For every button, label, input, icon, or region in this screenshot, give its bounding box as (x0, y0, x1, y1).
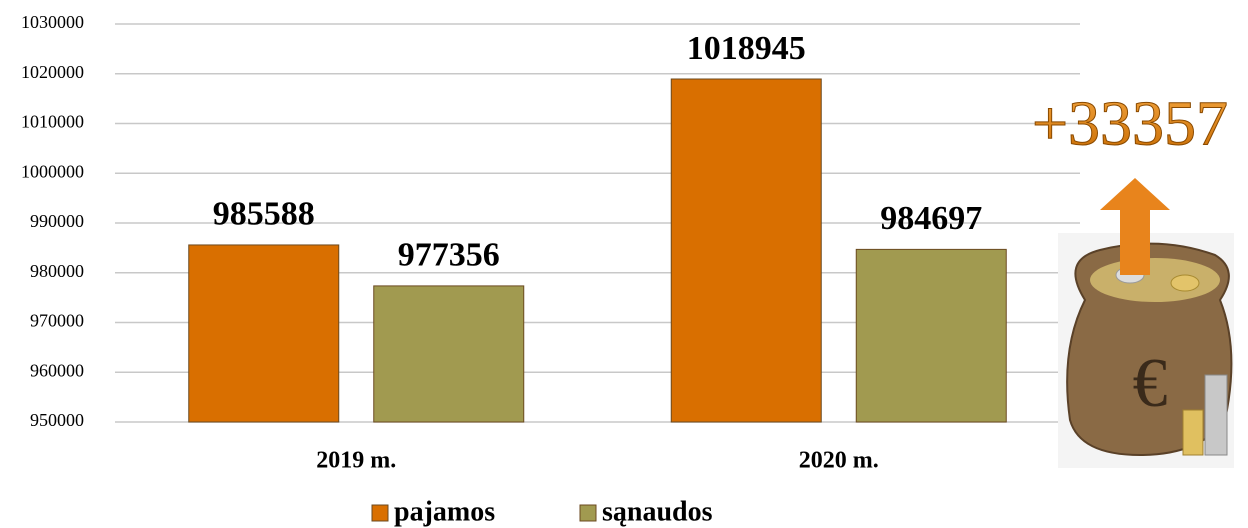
y-tick-label: 980000 (30, 261, 84, 281)
x-tick-label: 2019 m. (316, 448, 396, 474)
plot: 950000 960000 970000 980000 990000 1000000 101… (21, 12, 1080, 527)
coin-stack (1182, 409, 1204, 456)
value-label: 984697 (880, 200, 982, 237)
euro-sign: € (1133, 345, 1168, 422)
coin (1170, 274, 1200, 292)
y-tick-label: 1030000 (21, 12, 84, 32)
y-tick-label: 1010000 (21, 112, 84, 132)
y-tick-label: 950000 (30, 410, 84, 430)
bar (188, 244, 340, 423)
x-tick-label: 2020 m. (799, 448, 879, 474)
value-label: 985588 (213, 196, 315, 233)
bar (670, 78, 822, 423)
annotation: +33357 (1032, 88, 1228, 159)
value-label: 1018945 (687, 30, 806, 67)
y-tick-label: 1020000 (21, 62, 84, 82)
y-tick-label: 1000000 (21, 161, 84, 181)
bar (855, 248, 1007, 423)
arrow (1100, 178, 1170, 275)
legend-swatch (579, 504, 597, 522)
y-tick-label: 960000 (30, 360, 84, 380)
legend-label: pajamos (394, 496, 495, 527)
coin-stack (1204, 374, 1228, 456)
bar (373, 285, 525, 423)
y-tick-label: 990000 (30, 211, 84, 231)
y-tick-label: 970000 (30, 311, 84, 331)
coins-top (1090, 258, 1220, 302)
legend-label: sąnaudos (602, 496, 713, 527)
legend-swatch (371, 504, 389, 522)
value-label: 977356 (398, 237, 500, 274)
